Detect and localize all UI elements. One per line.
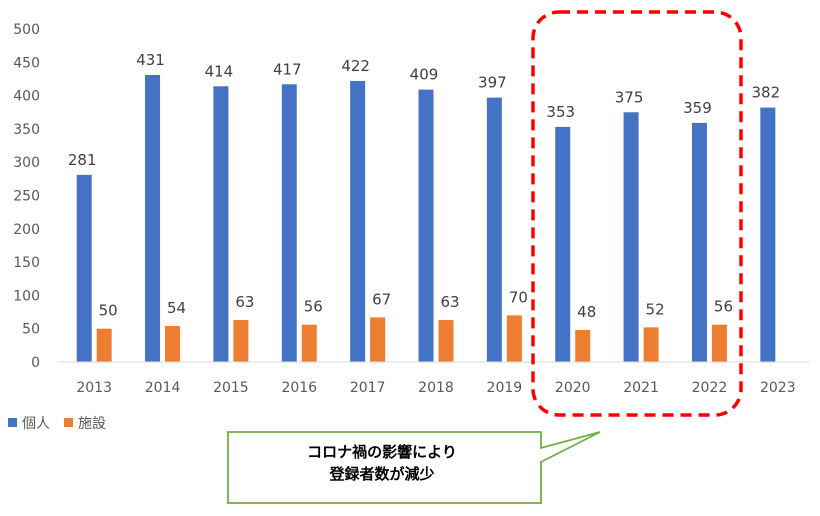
annotation-callout (227, 431, 601, 504)
data-label-個人-2016: 417 (273, 60, 302, 78)
data-label-個人-2020: 353 (546, 103, 575, 121)
bar-施設-2013 (96, 328, 112, 362)
bar-施設-2022 (711, 324, 727, 362)
annotation-text: コロナ禍の影響により 登録者数が減少 (232, 441, 532, 485)
y-tick-label: 50 (22, 322, 40, 338)
data-label-個人-2018: 409 (410, 66, 439, 84)
bar-個人-2017 (350, 80, 366, 362)
y-tick-label: 300 (13, 155, 40, 171)
x-axis: 2013 2014 2015 2016 2017 2018 2019 2020 2021 2022… (58, 361, 810, 396)
data-label-個人-2023: 382 (751, 84, 780, 102)
x-tick-label: 2020 (555, 380, 591, 396)
legend-label-個人: 個人 (22, 416, 50, 432)
bar-個人-2016 (281, 84, 297, 362)
bar-施設-2016 (301, 324, 317, 362)
x-tick-label: 2022 (692, 380, 728, 396)
bar-個人-2023 (760, 107, 776, 362)
annotation-line-2: 登録者数が減少 (329, 465, 435, 483)
y-tick-label: 200 (13, 222, 40, 238)
y-axis: 0 50 100 150 200 250 300 350 400 450 500 (13, 22, 40, 371)
data-label-施設-2016: 56 (304, 298, 323, 316)
y-tick-label: 150 (13, 255, 40, 271)
data-label-施設-2020: 48 (577, 303, 596, 321)
x-tick-label: 2017 (350, 380, 386, 396)
data-label-施設-2018: 63 (440, 293, 459, 311)
y-tick-label: 400 (13, 89, 40, 105)
bar-施設-2021 (643, 327, 659, 362)
data-label-個人-2022: 359 (683, 99, 712, 117)
data-label-施設-2017: 67 (372, 290, 391, 308)
bar-個人-2015 (213, 86, 229, 362)
x-tick-label: 2021 (623, 380, 659, 396)
x-tick-label: 2016 (281, 380, 317, 396)
bar-個人-2019 (486, 97, 502, 363)
data-label-個人-2021: 375 (615, 88, 644, 106)
bar-施設-2018 (438, 320, 454, 362)
data-label-個人-2015: 414 (205, 62, 234, 80)
legend-swatch-個人 (8, 418, 17, 427)
x-tick-label: 2018 (418, 380, 454, 396)
y-tick-label: 100 (13, 288, 40, 304)
highlight-box (531, 10, 743, 417)
bar-個人-2013 (76, 174, 92, 362)
data-label-施設-2022: 56 (714, 298, 733, 316)
x-tick-label: 2023 (760, 380, 796, 396)
x-tick-label: 2014 (145, 380, 181, 396)
y-tick-label: 0 (31, 355, 40, 371)
y-tick-label: 250 (13, 189, 40, 205)
x-tick-label: 2015 (213, 380, 249, 396)
x-tick-label: 2013 (76, 380, 112, 396)
data-label-施設-2015: 63 (235, 293, 254, 311)
bar-個人-2014 (145, 74, 161, 362)
y-tick-label: 350 (13, 122, 40, 138)
bars (76, 74, 776, 363)
bar-個人-2022 (691, 122, 707, 362)
bar-施設-2014 (165, 326, 181, 362)
data-labels: 281 50 431 54 414 63 417 56 422 67 409 63 397 70 353 48… (68, 51, 780, 321)
data-label-施設-2014: 54 (167, 299, 186, 317)
x-tick-label: 2019 (487, 380, 523, 396)
data-label-個人-2017: 422 (341, 57, 370, 75)
bar-個人-2018 (418, 89, 434, 362)
bar-施設-2017 (370, 317, 386, 362)
annotation-line-1: コロナ禍の影響により (307, 443, 457, 461)
bar-施設-2015 (233, 320, 249, 362)
legend-label-施設: 施設 (78, 416, 106, 432)
bar-施設-2020 (575, 330, 591, 362)
data-label-個人-2013: 281 (68, 151, 97, 169)
data-label-施設-2019: 70 (509, 288, 528, 306)
data-label-施設-2013: 50 (99, 302, 118, 320)
data-label-施設-2021: 52 (646, 300, 665, 318)
data-label-個人-2014: 431 (136, 51, 165, 69)
bar-個人-2021 (623, 112, 639, 362)
bar-個人-2020 (555, 126, 571, 362)
y-tick-label: 500 (13, 22, 40, 38)
data-label-個人-2019: 397 (478, 74, 507, 92)
legend-swatch-施設 (64, 418, 73, 427)
legend: 個人 施設 (8, 416, 106, 432)
y-tick-label: 450 (13, 55, 40, 71)
bar-施設-2019 (506, 315, 522, 362)
